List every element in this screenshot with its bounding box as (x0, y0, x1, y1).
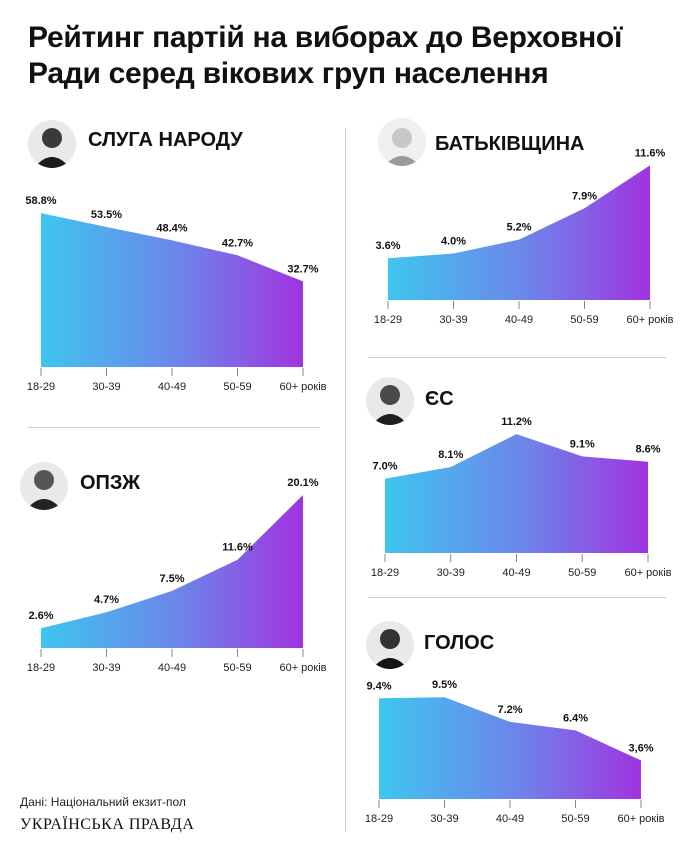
page-title: Рейтинг партій на виборах до Верховної Р… (28, 21, 623, 90)
data-label: 11.6% (222, 542, 253, 554)
x-tick-label: 60+ років (279, 662, 326, 674)
party-leader-avatar (20, 462, 68, 510)
x-tick-label: 60+ років (279, 381, 326, 393)
x-tick-label: 18-29 (365, 813, 393, 825)
data-label: 20.1% (287, 477, 318, 489)
data-label: 8.6% (635, 444, 660, 456)
data-label: 9.4% (366, 680, 391, 692)
party-leader-avatar (366, 621, 414, 669)
data-label: 42.7% (222, 237, 253, 249)
x-tick-label: 50-59 (570, 314, 598, 326)
x-tick-label: 40-49 (505, 314, 533, 326)
data-label: 53.5% (91, 209, 122, 221)
data-label: 8.1% (438, 449, 463, 461)
party-name: ЄС (425, 388, 454, 410)
data-label: 4.7% (94, 594, 119, 606)
area-series (41, 213, 303, 367)
data-label: 3.6% (375, 240, 400, 252)
x-tick-label: 30-39 (437, 567, 465, 579)
party-name: ГОЛОС (424, 632, 495, 654)
x-tick-label: 18-29 (27, 381, 55, 393)
x-tick-label: 60+ років (617, 813, 664, 825)
x-tick-label: 60+ років (624, 567, 671, 579)
data-label: 11.6% (635, 147, 666, 159)
data-label: 6.4% (563, 712, 588, 724)
data-label: 4.0% (441, 236, 466, 248)
data-label: 5.2% (506, 222, 531, 234)
party-name: СЛУГА НАРОДУ (88, 129, 243, 151)
x-tick-label: 30-39 (430, 813, 458, 825)
data-label: 32.7% (287, 263, 318, 275)
person-icon (372, 385, 408, 425)
x-tick-label: 18-29 (374, 314, 402, 326)
data-label: 3,6% (628, 742, 653, 754)
data-label: 2.6% (28, 610, 53, 622)
x-tick-label: 40-49 (158, 381, 186, 393)
x-tick-label: 50-59 (561, 813, 589, 825)
party-leader-avatar (366, 377, 414, 425)
data-source: Дані: Національний екзит-пол (20, 795, 186, 809)
column-divider (345, 128, 346, 832)
data-label: 9.5% (432, 679, 457, 691)
area-series (379, 697, 641, 799)
x-tick-label: 18-29 (371, 567, 399, 579)
x-tick-label: 50-59 (568, 567, 596, 579)
x-tick-label: 50-59 (223, 381, 251, 393)
person-icon (378, 118, 426, 166)
party-name: ОПЗЖ (80, 472, 141, 494)
brand-logo: УКРАЇНСЬКА ПРАВДА (20, 816, 195, 833)
person-icon (26, 470, 62, 510)
x-tick-label: 30-39 (439, 314, 467, 326)
data-label: 11.2% (501, 416, 532, 428)
x-tick-label: 40-49 (158, 662, 186, 674)
area-series (41, 495, 303, 648)
row-divider-left (28, 427, 320, 428)
x-tick-label: 30-39 (92, 662, 120, 674)
data-label: 7.0% (372, 461, 397, 473)
person-icon (372, 629, 408, 669)
party-name: БАТЬКІВЩИНА (435, 133, 585, 155)
x-tick-label: 50-59 (223, 662, 251, 674)
data-label: 48.4% (156, 222, 187, 234)
x-tick-label: 30-39 (92, 381, 120, 393)
area-series (388, 165, 650, 300)
x-tick-label: 40-49 (502, 567, 530, 579)
row-divider-right-1 (368, 357, 666, 358)
x-tick-label: 40-49 (496, 813, 524, 825)
party-leader-avatar (378, 118, 426, 166)
data-label: 7.2% (497, 704, 522, 716)
data-label: 58.8% (25, 195, 56, 207)
person-icon (34, 128, 70, 168)
data-label: 7.9% (572, 190, 597, 202)
x-tick-label: 60+ років (626, 314, 673, 326)
area-series (385, 434, 648, 553)
row-divider-right-2 (368, 597, 666, 598)
data-label: 9.1% (570, 438, 595, 450)
party-leader-avatar (28, 120, 76, 168)
x-tick-label: 18-29 (27, 662, 55, 674)
data-label: 7.5% (159, 573, 184, 585)
